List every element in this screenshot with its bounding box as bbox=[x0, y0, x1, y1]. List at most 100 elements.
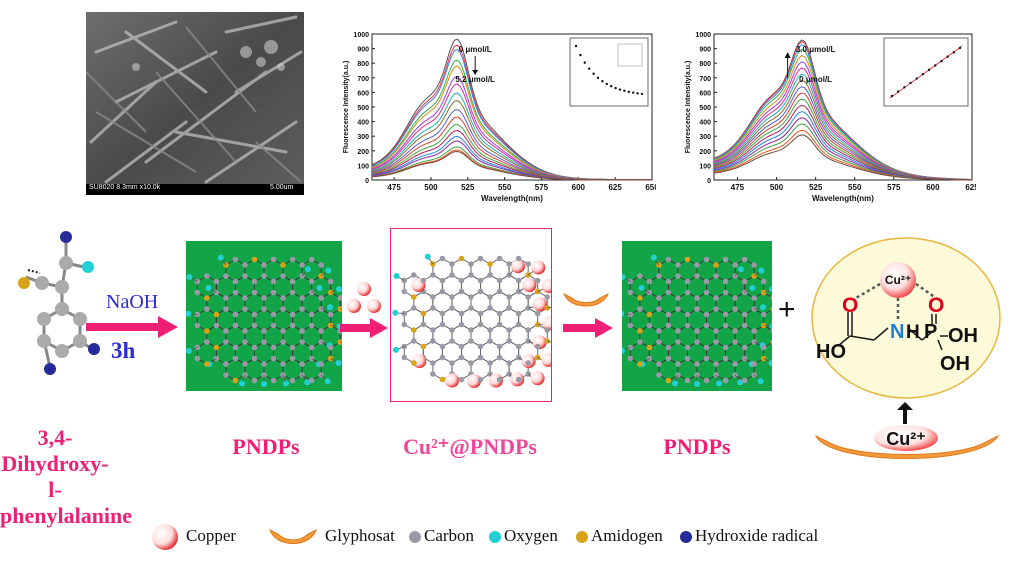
lattice-atom bbox=[732, 295, 738, 301]
lattice-atom bbox=[251, 344, 258, 351]
x-tick-label: 500 bbox=[770, 183, 784, 192]
edge-group bbox=[758, 267, 765, 274]
lattice-atom bbox=[496, 321, 503, 328]
lattice-atom bbox=[722, 289, 729, 296]
lattice-atom bbox=[318, 306, 324, 312]
lattice-atom bbox=[242, 262, 248, 268]
lattice-atom bbox=[496, 288, 503, 295]
pndps-panel-1 bbox=[185, 241, 353, 391]
lattice-atom bbox=[289, 289, 296, 296]
lattice-atom bbox=[637, 328, 643, 334]
lattice-atom bbox=[515, 376, 522, 383]
glyph-h: H bbox=[906, 322, 920, 343]
lattice-atom bbox=[270, 322, 277, 329]
inset-point bbox=[940, 59, 943, 63]
complex-arrow-up bbox=[897, 402, 913, 424]
x-axis-label: Wavelength(nm) bbox=[812, 194, 874, 203]
lattice-atom bbox=[732, 372, 738, 378]
inset-point bbox=[623, 89, 626, 93]
sem-image: SU8020 8.3mm x10.0k 5.00um bbox=[86, 12, 304, 195]
lattice-atom bbox=[732, 339, 738, 345]
lattice-atom bbox=[232, 344, 239, 351]
lattice-atom bbox=[318, 339, 324, 345]
edge-group bbox=[619, 274, 626, 280]
cu-pndps-label: Cu²⁺@PNDPs bbox=[402, 434, 537, 459]
edge-group bbox=[261, 381, 267, 387]
y-axis-label: Fluorescence Intensity(a.u.) bbox=[343, 61, 350, 154]
lattice-atom bbox=[270, 344, 277, 351]
lattice-atom bbox=[544, 327, 551, 333]
lattice-atom bbox=[713, 306, 719, 312]
lattice-atom bbox=[411, 338, 417, 344]
bound-copper bbox=[467, 374, 481, 388]
lattice-atom bbox=[242, 361, 248, 367]
inset-point bbox=[927, 68, 931, 72]
pndps-panel-2 bbox=[618, 241, 786, 391]
y-tick-label: 0 bbox=[707, 178, 711, 185]
lattice-atom bbox=[477, 376, 484, 383]
lattice-atom bbox=[487, 338, 493, 344]
lattice-atom bbox=[299, 262, 305, 268]
lattice-atom bbox=[232, 322, 239, 329]
series-line bbox=[371, 150, 652, 181]
x-tick-label: 525 bbox=[461, 183, 475, 192]
edge-group bbox=[737, 266, 744, 273]
lattice-atom bbox=[439, 354, 446, 361]
lattice-atom bbox=[534, 310, 541, 317]
inset-point bbox=[588, 67, 591, 70]
lattice-atom bbox=[646, 278, 653, 285]
edge-group bbox=[618, 347, 625, 354]
lattice-atom bbox=[751, 262, 757, 268]
lattice-atom bbox=[289, 355, 296, 362]
edge-group bbox=[335, 360, 342, 366]
lattice-atom bbox=[280, 295, 286, 301]
edge-group bbox=[304, 266, 311, 273]
lattice-atom bbox=[420, 343, 427, 350]
bound-copper bbox=[510, 259, 525, 274]
lattice-atom bbox=[242, 339, 248, 345]
lattice-atom bbox=[741, 278, 748, 285]
lattice-atom bbox=[194, 355, 201, 362]
lattice-atom bbox=[232, 278, 239, 285]
legend: Copper Glyphosat Carbon Oxygen Amidogen … bbox=[150, 522, 870, 552]
edge-group bbox=[393, 273, 400, 279]
lattice-atom bbox=[270, 289, 277, 296]
lattice-atom bbox=[487, 294, 493, 300]
lattice-atom bbox=[308, 322, 315, 329]
lattice-atom bbox=[477, 343, 484, 350]
inset-point bbox=[627, 90, 630, 94]
lattice-atom bbox=[213, 311, 220, 318]
sem-caption: SU8020 8.3mm x10.0k bbox=[89, 184, 161, 191]
lattice-atom bbox=[439, 310, 446, 317]
lattice-atom bbox=[637, 339, 643, 345]
lattice-atom bbox=[261, 328, 267, 334]
lattice-ring bbox=[244, 357, 265, 382]
lattice-atom bbox=[515, 343, 522, 350]
lattice-atom bbox=[439, 321, 446, 328]
lattice-atom bbox=[318, 262, 324, 268]
lattice-atom bbox=[656, 372, 662, 378]
lattice-atom bbox=[732, 262, 738, 268]
lattice-ring bbox=[225, 357, 246, 382]
lattice-atom bbox=[665, 289, 672, 296]
lattice-atom bbox=[675, 262, 681, 268]
annotation-arrowhead bbox=[472, 70, 479, 75]
y-axis-label: Fluorescence Intensity(a.u.) bbox=[685, 61, 692, 154]
lattice-atom bbox=[232, 256, 239, 263]
lattice-atom bbox=[242, 295, 248, 301]
y-tick-label: 100 bbox=[699, 163, 711, 170]
edge-group bbox=[336, 286, 343, 293]
y-tick-label: 800 bbox=[357, 61, 369, 68]
lattice-atom bbox=[496, 310, 503, 317]
lattice-atom bbox=[232, 355, 239, 362]
lattice-atom bbox=[213, 322, 220, 329]
lattice-atom bbox=[449, 305, 455, 311]
inset-frame bbox=[569, 37, 649, 107]
lattice-atom bbox=[458, 288, 465, 295]
lattice-atom bbox=[751, 306, 757, 312]
lattice-atom bbox=[656, 306, 662, 312]
lattice-atom bbox=[232, 377, 239, 384]
lattice-atom bbox=[732, 361, 738, 367]
lattice-atom bbox=[223, 306, 229, 312]
lattice-atom bbox=[741, 377, 748, 384]
